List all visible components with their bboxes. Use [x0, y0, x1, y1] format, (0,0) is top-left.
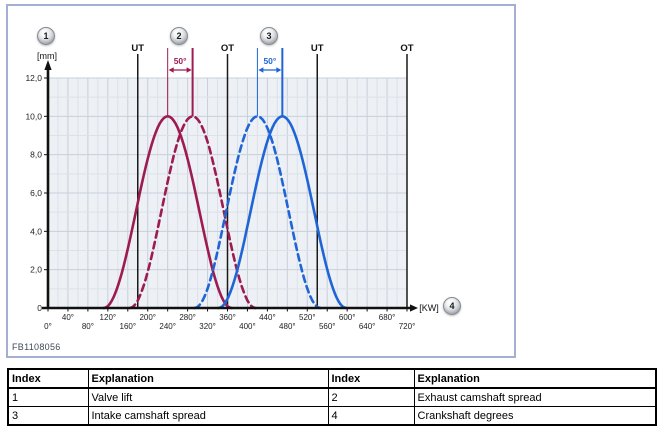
legend-cell-explanation: Exhaust camshaft spread [413, 387, 657, 407]
x-tick-label: 600° [339, 313, 356, 322]
figure-code: FB1108056 [12, 342, 61, 352]
x-tick-label: 240° [159, 322, 176, 331]
y-axis-arrow [44, 60, 52, 70]
dead-center-label: UT [131, 43, 144, 54]
callout-3-badge: 3 [260, 27, 278, 45]
x-tick-label: 160° [120, 322, 137, 331]
y-tick-label: 6,0 [30, 188, 42, 198]
curve-exhaust-lift-shifted [128, 115, 257, 310]
legend-cell-index: 2 [327, 387, 415, 407]
spread-arrowhead-left [258, 67, 264, 73]
legend-header-explanation-1: Explanation [87, 368, 329, 389]
x-tick-label: 680° [379, 313, 396, 322]
x-tick-label: 0° [44, 322, 52, 331]
y-tick-label: 12,0 [25, 73, 42, 83]
x-tick-label: 400° [239, 322, 256, 331]
legend-header-index-1: Index [7, 368, 89, 389]
legend-cell-explanation: Crankshaft degrees [413, 406, 657, 426]
callout-4-badge: 4 [443, 297, 461, 315]
x-tick-label: 360° [219, 313, 236, 322]
legend-cell-index: 1 [7, 387, 89, 407]
legend-header-index-2: Index [327, 368, 415, 389]
legend-cell-explanation: Intake camshaft spread [87, 406, 329, 426]
legend-row-2: 3 Intake camshaft spread 4 Crankshaft de… [7, 406, 657, 426]
y-axis-unit-label: [mm] [37, 51, 57, 61]
curve-intake-lift-base [217, 115, 348, 310]
spread-arrowhead-right [186, 67, 192, 73]
dead-center-label: OT [221, 43, 234, 54]
legend-header-explanation-2: Explanation [413, 368, 657, 389]
curve-intake-lift-shifted [193, 115, 322, 310]
legend-row-1: 1 Valve lift 2 Exhaust camshaft spread [7, 387, 657, 407]
y-tick-label: 2,0 [30, 265, 42, 275]
x-tick-label: 560° [319, 322, 336, 331]
y-tick-label: 10,0 [25, 111, 42, 121]
dead-center-label: UT [311, 43, 324, 54]
x-tick-label: 120° [100, 313, 117, 322]
callout-1-badge: 1 [37, 27, 55, 45]
x-tick-label: 440° [259, 313, 276, 322]
x-tick-label: 80° [82, 322, 94, 331]
legend-cell-index: 3 [7, 406, 89, 426]
legend-table: Index Explanation Index Explanation 1 Va… [7, 368, 657, 426]
x-tick-label: 720° [399, 322, 416, 331]
callout-2-badge: 2 [170, 27, 188, 45]
x-axis-arrow [410, 304, 418, 312]
valve-lift-chart: UT OT UT OT 50° 50° 0° 40° 80° 120°160°200°240°28… [25, 43, 439, 331]
legend-header-row: Index Explanation Index Explanation [7, 368, 657, 389]
y-tick-label: 0 [37, 303, 42, 313]
x-tick-label: 40° [62, 313, 74, 322]
x-tick-label: 640° [359, 322, 376, 331]
x-tick-label: 480° [279, 322, 296, 331]
dead-center-label: OT [400, 43, 413, 54]
x-tick-label: 520° [299, 313, 316, 322]
x-axis-unit-label: [KW] [419, 303, 439, 313]
x-tick-label: 320° [199, 322, 216, 331]
legend-cell-explanation: Valve lift [87, 387, 329, 407]
y-tick-label: 8,0 [30, 150, 42, 160]
spread-arrowhead-left [168, 67, 174, 73]
spread-angle-label: 50° [174, 56, 187, 66]
spread-arrowhead-right [276, 67, 282, 73]
x-tick-label: 200° [139, 313, 156, 322]
x-tick-label: 280° [179, 313, 196, 322]
y-tick-label: 4,0 [30, 226, 42, 236]
legend-cell-index: 4 [327, 406, 415, 426]
spread-angle-label: 50° [263, 56, 276, 66]
valve-lift-figure: UT OT UT OT 50° 50° 0° 40° 80° 120° 160° 200° 240° 28… [6, 4, 516, 358]
curve-exhaust-lift-base [102, 115, 233, 310]
